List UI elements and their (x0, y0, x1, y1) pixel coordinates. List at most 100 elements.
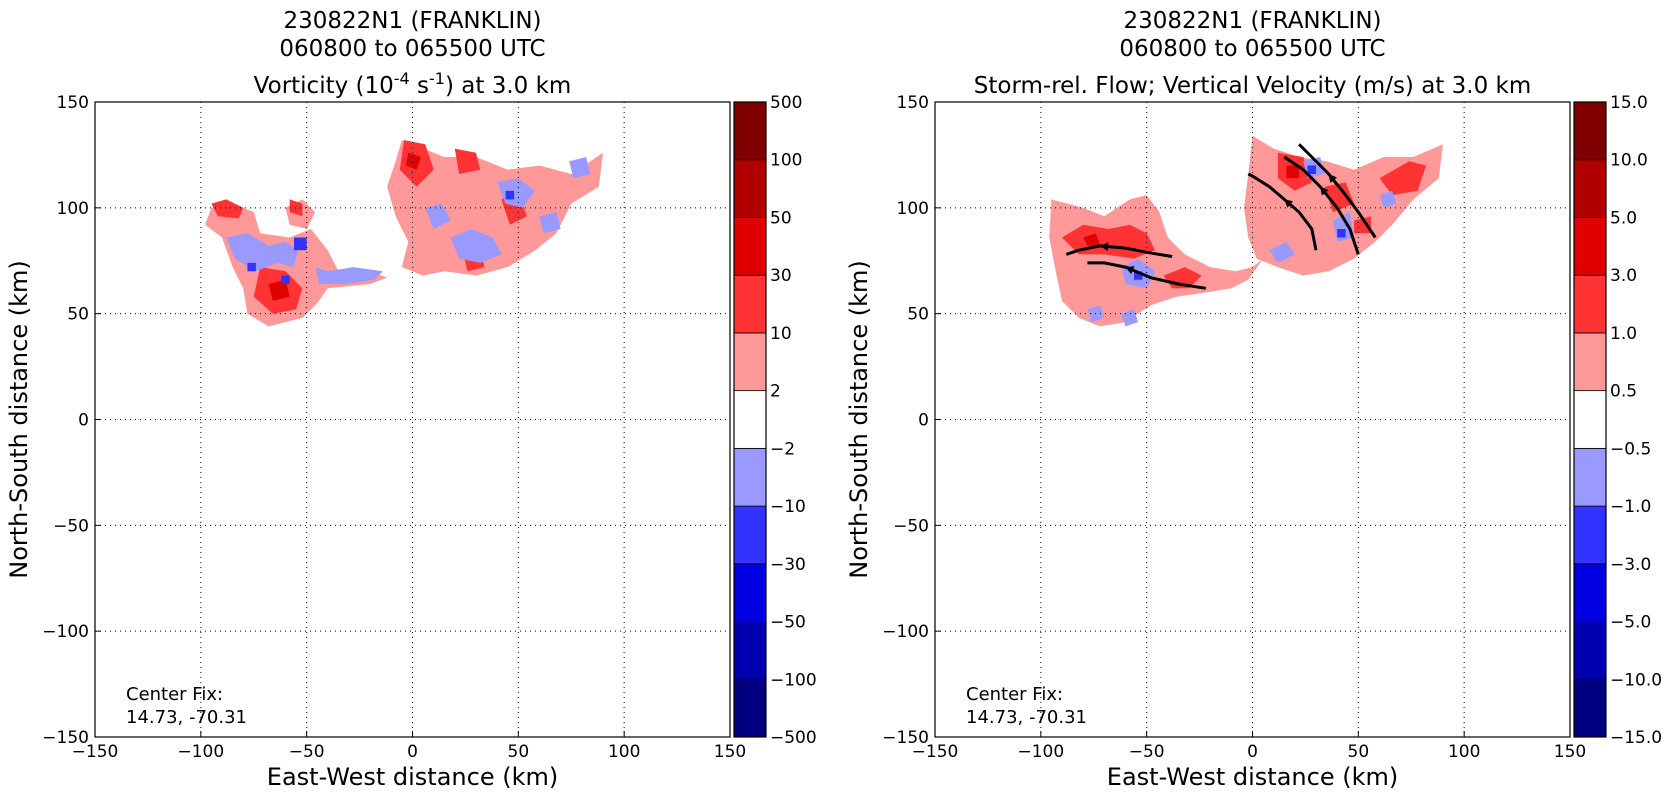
colorbar: 15.0 10.0 5.0 3.0 1.0 0.5 −0.5 −1.0 −3.0 −5.0 −10.… (1573, 93, 1662, 748)
colorbar-bin (1573, 447, 1607, 507)
x-tick-label: 0 (1247, 742, 1258, 762)
colorbar-label: −100 (770, 670, 817, 690)
contour-region (1379, 161, 1427, 196)
contour-region (1379, 190, 1397, 208)
colorbar-bin (733, 159, 767, 218)
colorbar-bin (733, 101, 767, 161)
colorbar-label: −1.0 (1610, 497, 1651, 517)
contour-region (450, 229, 502, 263)
colorbar-label: −15.0 (1610, 728, 1662, 748)
x-tick-label: −100 (1017, 742, 1064, 762)
colorbar-bin (1573, 563, 1607, 622)
x-tick-label: 100 (1448, 742, 1480, 762)
colorbar-label: 10 (770, 324, 792, 344)
chart-title-variable: Storm-rel. Flow; Vertical Velocity (m/s)… (974, 73, 1532, 99)
contour-region (1083, 233, 1101, 246)
x-tick-label: −150 (912, 742, 959, 762)
contour-region (1337, 229, 1346, 238)
contour-region (1354, 216, 1371, 234)
colorbar-bin (1573, 332, 1607, 392)
contour-region (294, 237, 307, 251)
y-tick-label: 50 (67, 305, 89, 325)
colorbar-label: 3.0 (1610, 266, 1637, 286)
colorbar-bin (1573, 101, 1607, 161)
contour-region (1049, 195, 1264, 327)
y-tick-label: 100 (57, 199, 89, 219)
contour-region (539, 212, 561, 234)
streamline-arrow (1284, 199, 1294, 208)
streamline (1298, 143, 1377, 239)
center-fix-annotation: 14.73, -70.31 (126, 707, 247, 728)
x-tick-label: 50 (508, 742, 530, 762)
center-fix-annotation: Center Fix: (966, 684, 1063, 705)
contour-region (289, 199, 303, 217)
colorbar-label: 0.5 (1610, 382, 1637, 402)
title-text: Vorticity (10 (254, 73, 394, 99)
y-axis-label: North-South distance (km) (5, 260, 33, 579)
colorbar-bin (733, 621, 767, 680)
y-tick-label: −50 (53, 516, 89, 536)
colorbar-label: 5.0 (1610, 208, 1637, 228)
colorbar-label: −2 (770, 439, 795, 459)
colorbar-bin (1573, 159, 1607, 218)
contour-region (425, 203, 451, 229)
y-tick-label: 100 (897, 199, 929, 219)
contour-region (205, 203, 388, 327)
x-tick-label: −150 (72, 742, 119, 762)
title-text: Storm-rel. Flow; Vertical Velocity (m/s)… (974, 73, 1532, 99)
contour-region (1324, 182, 1355, 213)
contour-region (454, 148, 481, 174)
contour-region (281, 275, 290, 284)
contour-region (569, 157, 591, 179)
contour-region (1269, 241, 1295, 263)
colorbar-bin (733, 678, 767, 738)
x-tick-label: −50 (289, 742, 325, 762)
x-tick-label: 50 (1348, 742, 1370, 762)
colorbar-bin (733, 447, 767, 507)
x-axis-label: East-West distance (km) (1107, 763, 1398, 791)
y-tick-label: −100 (882, 622, 929, 642)
colorbar-label: 30 (770, 266, 792, 286)
colorbar-bin (733, 563, 767, 622)
colorbar-label: −500 (770, 728, 817, 748)
title-text: s (410, 73, 429, 99)
contour-region (226, 233, 299, 272)
contour-fills (1049, 135, 1443, 327)
colorbar-bin (1573, 505, 1607, 565)
y-tick-label: 0 (918, 411, 929, 431)
colorbar-frame (733, 101, 767, 738)
colorbar-bin (733, 505, 767, 565)
colorbar-bin (1573, 217, 1607, 276)
chart-title-line: 230822N1 (FRANKLIN) (1124, 8, 1382, 34)
colorbar-label: −3.0 (1610, 555, 1651, 575)
y-tick-label: −150 (42, 728, 89, 748)
y-tick-label: 150 (897, 93, 929, 113)
colorbar-label: 2 (770, 382, 781, 402)
contour-region (505, 190, 515, 200)
contour-region (211, 199, 244, 219)
contour-region (1286, 165, 1300, 179)
colorbar-label: −10.0 (1610, 670, 1662, 690)
colorbar-label: 100 (770, 151, 802, 171)
colorbar-bin (733, 217, 767, 276)
y-tick-label: 50 (907, 305, 929, 325)
streamline (1283, 155, 1360, 255)
chart-title-line: 060800 to 065500 UTC (279, 36, 545, 62)
chart-title-line: 060800 to 065500 UTC (1119, 36, 1385, 62)
colorbar-bin (1573, 390, 1607, 449)
contour-region (406, 152, 421, 170)
colorbar-bin (1573, 678, 1607, 738)
center-fix-annotation: 14.73, -70.31 (966, 707, 1087, 728)
colorbar-label: 50 (770, 208, 792, 228)
title-text: ) at 3.0 km (445, 73, 571, 99)
streamline-arrow (1100, 242, 1109, 251)
contour-region (268, 279, 290, 301)
y-axis-label: North-South distance (km) (845, 260, 873, 579)
y-tick-label: 0 (78, 411, 89, 431)
y-tick-label: −50 (893, 516, 929, 536)
streamline-arrow (1320, 186, 1329, 196)
colorbar-label: 500 (770, 93, 802, 113)
contour-region (1307, 165, 1316, 174)
panel-2: 230822N1 (FRANKLIN)060800 to 065500 UTC S… (845, 8, 1662, 791)
title-superscript: -1 (429, 69, 445, 88)
